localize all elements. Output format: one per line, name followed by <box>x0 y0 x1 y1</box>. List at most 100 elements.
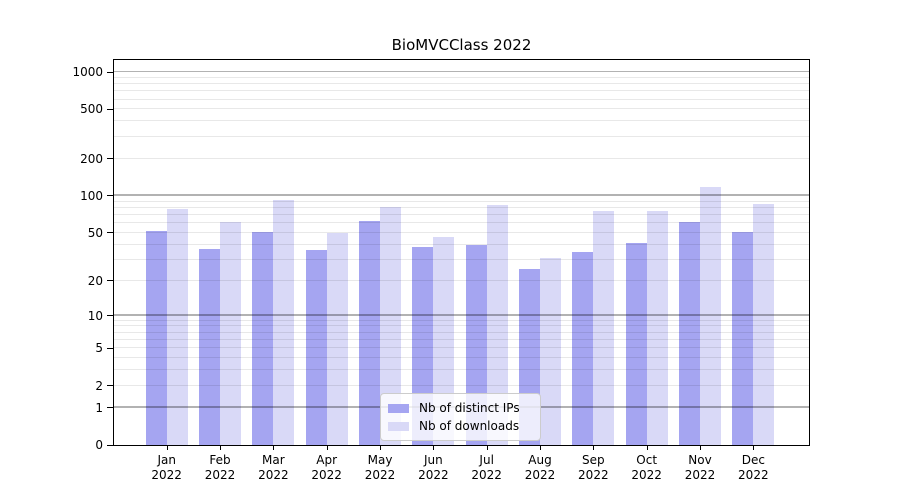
x-tick-label: Jan 2022 <box>151 453 182 482</box>
bar-downloads <box>166 209 188 445</box>
gridline-minor <box>114 76 809 78</box>
x-tick-label: May 2022 <box>364 453 396 482</box>
y-tick-label: 5 <box>95 341 103 356</box>
y-tick-label: 500 <box>80 102 103 117</box>
x-tick-label: Feb 2022 <box>204 453 236 482</box>
bar-distinct-ips <box>625 243 647 445</box>
x-tick-mark <box>273 446 275 450</box>
x-tick-label: Mar 2022 <box>258 453 289 482</box>
gridline-minor <box>114 339 809 340</box>
gridline-minor <box>114 325 809 327</box>
bar-downloads <box>380 207 402 445</box>
legend-swatch-downloads <box>388 421 409 431</box>
bar-downloads <box>273 200 295 445</box>
gridline-minor <box>114 213 809 215</box>
y-tick-mark <box>107 444 113 446</box>
chart-title: BioMVCClass 2022 <box>391 36 532 54</box>
x-tick-label: Dec 2022 <box>738 453 769 482</box>
x-tick-mark <box>540 446 541 450</box>
gridline-minor <box>114 384 809 386</box>
y-tick-mark <box>107 315 113 317</box>
bar-distinct-ips <box>572 251 594 445</box>
gridline-minor <box>114 90 809 92</box>
gridline-minor <box>114 157 809 159</box>
gridline-minor <box>114 83 809 85</box>
legend-label-distinct-ips: Nb of distinct IPs <box>419 401 520 415</box>
x-tick-mark <box>593 446 595 450</box>
bar-downloads <box>326 232 348 445</box>
x-tick-label: Apr 2022 <box>311 453 342 482</box>
y-tick-mark <box>107 158 113 160</box>
gridline-minor <box>114 369 809 371</box>
bar-downloads <box>593 210 615 445</box>
y-tick-label: 10 <box>87 308 103 323</box>
x-tick-mark <box>380 446 382 450</box>
gridline-minor <box>114 222 809 224</box>
gridline-minor <box>114 331 809 333</box>
gridline-minor <box>114 98 809 100</box>
y-tick-label: 20 <box>87 273 103 288</box>
x-tick-label: Jun 2022 <box>418 453 449 482</box>
x-tick-mark <box>646 446 648 450</box>
gridline-minor <box>114 258 809 260</box>
y-tick-label: 2 <box>95 378 103 393</box>
x-tick-label: Sep 2022 <box>578 453 609 482</box>
x-tick-mark <box>753 446 755 450</box>
y-tick-label: 1000 <box>72 65 103 80</box>
x-tick-mark <box>220 446 222 450</box>
y-tick-mark <box>107 71 113 73</box>
y-tick-label: 0 <box>95 438 103 452</box>
bar-distinct-ips <box>305 250 327 445</box>
bar-distinct-ips <box>359 221 381 445</box>
gridline-minor <box>114 357 809 359</box>
y-tick-mark <box>107 108 113 110</box>
bar-distinct-ips <box>732 231 754 445</box>
x-tick-label: Aug 2022 <box>524 453 556 482</box>
y-tick-label: 50 <box>87 225 103 240</box>
bar-downloads <box>486 205 508 445</box>
gridline-minor <box>114 243 809 245</box>
gridline-minor <box>114 279 809 281</box>
x-tick-label: Oct 2022 <box>631 453 662 482</box>
plot-area <box>113 59 810 446</box>
x-tick-mark <box>326 446 328 450</box>
bar-downloads <box>753 203 775 445</box>
gridline-minor <box>114 347 809 349</box>
bar-distinct-ips <box>199 248 221 445</box>
bar-distinct-ips <box>679 222 700 445</box>
gridline-minor <box>114 200 809 202</box>
x-tick-label: Nov 2022 <box>684 453 716 482</box>
y-tick-mark <box>107 407 113 409</box>
y-tick-mark <box>107 280 113 282</box>
gridline-minor <box>114 135 809 137</box>
y-tick-label: 200 <box>80 151 103 166</box>
x-tick-mark <box>700 446 701 450</box>
gridline-minor <box>114 319 809 321</box>
legend-item-downloads: Nb of downloads <box>388 418 533 434</box>
gridline-major <box>114 194 809 196</box>
bar-downloads <box>220 222 242 445</box>
bar-downloads <box>540 257 561 445</box>
gridline-major <box>114 314 809 316</box>
y-tick-mark <box>107 195 113 197</box>
legend: Nb of distinct IPs Nb of downloads <box>380 393 541 441</box>
y-tick-label: 100 <box>80 188 103 203</box>
bar-downloads <box>700 187 721 445</box>
legend-swatch-distinct-ips <box>388 403 409 413</box>
legend-label-downloads: Nb of downloads <box>419 419 520 433</box>
bar-downloads <box>646 210 668 445</box>
gridline-minor <box>114 120 809 122</box>
bar-distinct-ips <box>145 230 167 445</box>
gridline-major <box>114 70 809 72</box>
x-tick-mark <box>433 446 435 450</box>
gridline-minor <box>114 206 809 208</box>
y-tick-label: 1 <box>95 400 103 415</box>
y-tick-mark <box>107 385 113 387</box>
gridline-minor <box>114 231 809 233</box>
y-tick-mark <box>107 347 113 349</box>
legend-item-distinct-ips: Nb of distinct IPs <box>388 400 533 416</box>
bar-distinct-ips <box>252 231 274 445</box>
y-tick-mark <box>107 232 113 234</box>
x-tick-label: Jul 2022 <box>471 453 502 482</box>
